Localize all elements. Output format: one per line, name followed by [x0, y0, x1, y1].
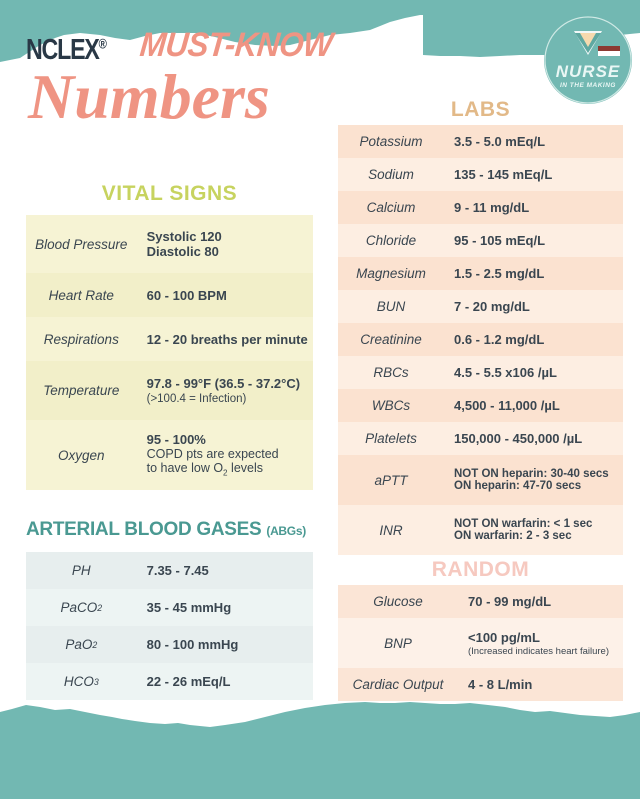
svg-text:NURSE: NURSE [556, 62, 621, 81]
svg-text:IN THE MAKING: IN THE MAKING [560, 82, 616, 89]
